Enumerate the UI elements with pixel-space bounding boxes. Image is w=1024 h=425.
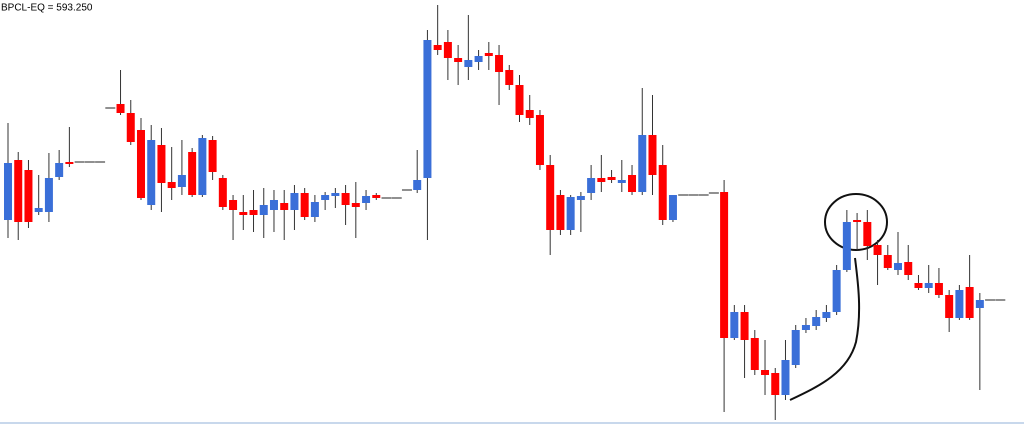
candle-body bbox=[218, 178, 227, 207]
candle-body bbox=[894, 263, 903, 270]
candle-body bbox=[975, 300, 984, 308]
candle-body bbox=[188, 152, 197, 195]
candle-body bbox=[484, 53, 493, 56]
candle-body bbox=[198, 138, 207, 195]
chart-title: BPCL-EQ = 593.250 bbox=[1, 3, 93, 14]
annotation-curve bbox=[789, 257, 861, 401]
candle-body bbox=[955, 290, 964, 318]
candle-body bbox=[791, 330, 800, 365]
candle-body bbox=[658, 165, 667, 220]
candle-body bbox=[863, 222, 872, 246]
candle-body bbox=[873, 245, 882, 255]
candle-body bbox=[812, 317, 821, 326]
candle-body bbox=[945, 295, 954, 318]
candle-body bbox=[842, 222, 851, 270]
candle-body bbox=[65, 162, 74, 164]
candle-body bbox=[535, 115, 544, 165]
candle-body bbox=[904, 262, 913, 275]
candle-body bbox=[136, 130, 145, 198]
candle-body bbox=[310, 202, 319, 217]
candle-body bbox=[556, 195, 565, 230]
candle-body bbox=[750, 338, 759, 370]
candle-body bbox=[351, 203, 360, 207]
annotation-circle bbox=[824, 193, 888, 251]
candle-body bbox=[147, 140, 156, 205]
candle-body bbox=[822, 312, 831, 318]
candle-body bbox=[24, 170, 33, 222]
candle-body bbox=[34, 208, 43, 212]
candle-body bbox=[597, 178, 606, 182]
candle-body bbox=[801, 325, 810, 330]
candle-body bbox=[648, 135, 657, 175]
candle-body bbox=[883, 255, 892, 268]
candle-body bbox=[965, 287, 974, 318]
candle-body bbox=[362, 196, 371, 203]
candle-body bbox=[740, 312, 749, 340]
candle-body bbox=[126, 113, 135, 142]
candle-body bbox=[525, 110, 534, 118]
candle-body bbox=[628, 175, 637, 192]
candle-body bbox=[934, 283, 943, 295]
candle-body bbox=[832, 270, 841, 312]
candle-body bbox=[259, 205, 268, 215]
candle-body bbox=[474, 56, 483, 62]
candle-body bbox=[167, 182, 176, 188]
candle-body bbox=[290, 193, 299, 210]
candle-body bbox=[4, 163, 12, 220]
candle-body bbox=[454, 58, 463, 62]
candle-body bbox=[321, 195, 330, 200]
candle-body bbox=[239, 212, 248, 215]
candle-body bbox=[116, 104, 125, 113]
candle-body bbox=[341, 193, 350, 205]
candle-body bbox=[44, 178, 53, 212]
candle-body bbox=[617, 180, 626, 183]
candle-body bbox=[229, 200, 238, 210]
candle-body bbox=[924, 283, 933, 288]
candle-body bbox=[269, 200, 278, 210]
candle-body bbox=[208, 140, 217, 172]
candle-body bbox=[331, 193, 340, 196]
candle-body bbox=[423, 40, 432, 178]
candle-body bbox=[280, 203, 289, 210]
candle-body bbox=[853, 220, 862, 222]
candle-body bbox=[433, 45, 442, 50]
candle-body bbox=[464, 60, 473, 67]
candle-body bbox=[761, 370, 770, 375]
candle-body bbox=[546, 165, 555, 230]
candle-body bbox=[300, 193, 309, 217]
candle-body bbox=[249, 210, 258, 215]
candle-body bbox=[55, 163, 64, 177]
candle-body bbox=[505, 70, 514, 85]
candle-body bbox=[668, 195, 677, 220]
candle-body bbox=[730, 312, 739, 338]
candle-body bbox=[576, 196, 585, 200]
candle-body bbox=[771, 373, 780, 395]
candle-body bbox=[566, 197, 575, 230]
candle-body bbox=[177, 175, 186, 187]
candle-body bbox=[443, 42, 452, 58]
candle-body bbox=[14, 160, 23, 222]
candle-body bbox=[914, 283, 923, 288]
candle-body bbox=[607, 177, 616, 180]
candle-body bbox=[372, 195, 381, 198]
candle-body bbox=[720, 192, 729, 338]
candle-body bbox=[413, 180, 422, 190]
candle-body bbox=[515, 85, 524, 115]
candle-body bbox=[587, 178, 596, 193]
candle-body bbox=[781, 360, 790, 395]
candle-body bbox=[495, 55, 504, 72]
candle-body bbox=[638, 135, 647, 192]
candle-body bbox=[157, 145, 166, 183]
